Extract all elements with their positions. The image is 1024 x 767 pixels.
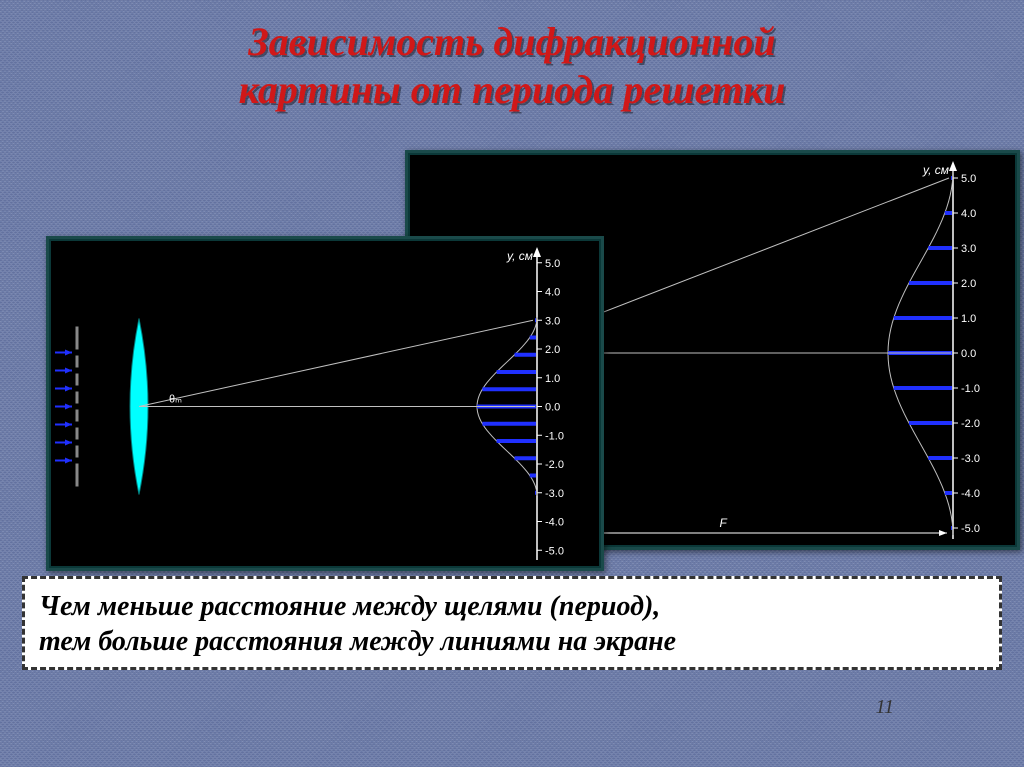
caption-line-2: тем больше расстояния между линиями на э… xyxy=(39,624,985,659)
svg-text:y, см: y, см xyxy=(506,249,533,263)
slide-title: Зависимость дифракционной картины от пер… xyxy=(0,0,1024,114)
title-line-1: Зависимость дифракционной xyxy=(0,18,1024,66)
svg-text:5.0: 5.0 xyxy=(961,173,976,185)
svg-text:-5.0: -5.0 xyxy=(545,545,564,557)
svg-text:-4.0: -4.0 xyxy=(545,517,564,529)
caption-box: Чем меньше расстояние между щелями (пери… xyxy=(22,576,1002,670)
svg-text:-1.0: -1.0 xyxy=(961,383,980,395)
svg-text:θₘ: θₘ xyxy=(169,394,182,406)
svg-text:4.0: 4.0 xyxy=(961,208,976,220)
svg-text:-3.0: -3.0 xyxy=(545,488,564,500)
svg-text:5.0: 5.0 xyxy=(545,258,560,270)
svg-text:-2.0: -2.0 xyxy=(961,418,980,430)
svg-text:-3.0: -3.0 xyxy=(961,453,980,465)
svg-text:3.0: 3.0 xyxy=(961,243,976,255)
svg-text:-4.0: -4.0 xyxy=(961,488,980,500)
svg-text:4.0: 4.0 xyxy=(545,287,560,299)
page-number: 11 xyxy=(875,696,894,719)
svg-text:-5.0: -5.0 xyxy=(961,523,980,535)
svg-text:F: F xyxy=(720,516,728,530)
svg-text:-2.0: -2.0 xyxy=(545,459,564,471)
svg-text:3.0: 3.0 xyxy=(545,315,560,327)
svg-text:2.0: 2.0 xyxy=(961,278,976,290)
svg-text:1.0: 1.0 xyxy=(545,373,560,385)
svg-text:2.0: 2.0 xyxy=(545,344,560,356)
svg-text:0.0: 0.0 xyxy=(961,348,976,360)
svg-text:1.0: 1.0 xyxy=(961,313,976,325)
svg-text:y, см: y, см xyxy=(922,163,949,177)
caption-line-1: Чем меньше расстояние между щелями (пери… xyxy=(39,589,985,624)
svg-text:-1.0: -1.0 xyxy=(545,430,564,442)
diagram-panel-front: y, см 5.0 4.0 3.0 2.0 1.0 0.0 -1.0 -2.0 -3.0 -4.0 -… xyxy=(46,236,604,571)
svg-text:0.0: 0.0 xyxy=(545,402,560,414)
title-line-2: картины от периода решетки xyxy=(0,66,1024,114)
